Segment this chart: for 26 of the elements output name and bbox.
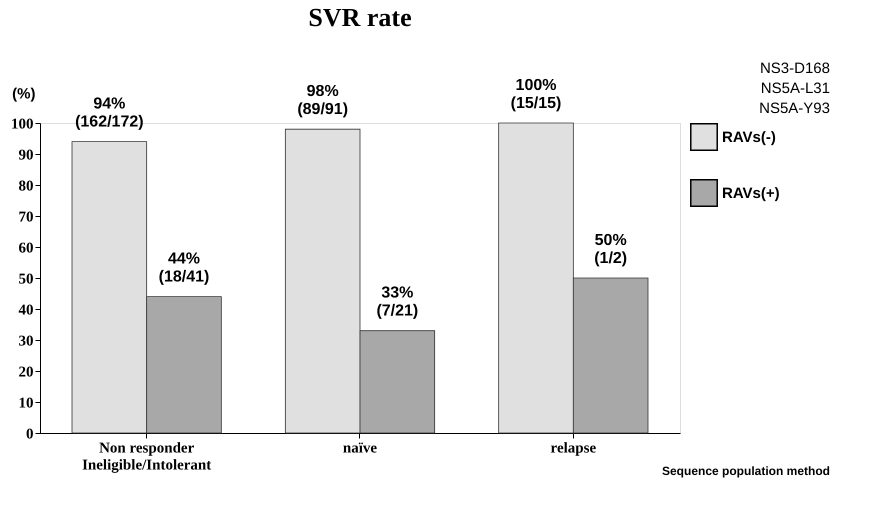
chart-title: SVR rate: [308, 3, 412, 32]
x-tick-label: relapse: [550, 440, 596, 456]
y-tick-label: 30: [18, 334, 34, 350]
data-label: 98% (89/91): [297, 83, 348, 118]
y-tick-label: 40: [18, 302, 34, 318]
data-label: 50% (1/2): [594, 232, 628, 267]
data-label: 94% (162/172): [75, 96, 144, 131]
legend-label: RAVs(+): [722, 185, 780, 202]
y-tick-label: 90: [18, 148, 34, 164]
y-tick-label: 80: [18, 178, 34, 194]
x-tick-label: Non responder Ineligible/Intolerant: [82, 440, 212, 474]
y-tick-label: 10: [18, 396, 34, 412]
y-axis-title: (%): [12, 86, 36, 102]
y-tick-label: 50: [18, 272, 34, 288]
data-label: 33% (7/21): [376, 284, 418, 320]
text: Sequence population method: [662, 464, 830, 478]
y-tick-label: 20: [18, 364, 34, 380]
y-tick-label: 70: [18, 210, 34, 226]
x-tick-label: naïve: [342, 440, 378, 456]
legend-label: RAVs(-): [722, 129, 776, 146]
data-label: 100% (15/15): [510, 77, 562, 112]
y-tick-label: 100: [11, 116, 34, 132]
y-tick-label: 0: [26, 426, 34, 442]
y-tick-label: 60: [18, 240, 34, 256]
text: NS3-D168 NS5A-L31 NS5A-Y93: [759, 60, 830, 117]
data-label: 44% (18/41): [158, 250, 210, 286]
